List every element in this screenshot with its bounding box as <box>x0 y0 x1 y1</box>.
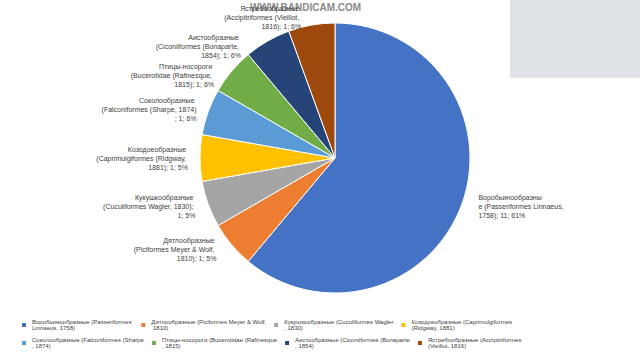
svg-text:(Piciformes Meyer & Wolf,: (Piciformes Meyer & Wolf, <box>134 246 217 254</box>
svg-text:Linnaeus, 1758): Linnaeus, 1758) <box>32 325 75 331</box>
svg-text:Ястребообразные: Ястребообразные <box>240 5 301 13</box>
svg-text:Дятлообразные (Piciformes Meye: Дятлообразные (Piciformes Meyer & Wolf, <box>151 319 266 325</box>
svg-text:1854); 1; 6%: 1854); 1; 6% <box>201 52 241 60</box>
svg-text:; 1; 6%: ; 1; 6% <box>175 115 197 122</box>
svg-text:Аистообразные: Аистообразные <box>188 34 241 42</box>
svg-text:Ястребообразные (Accipitriform: Ястребообразные (Accipitriformes <box>427 337 524 343</box>
svg-text:Воробьинообразны: Воробьинообразны <box>478 194 541 202</box>
svg-text:Птицы-носороги (Bucerotidae (R: Птицы-носороги (Bucerotidae (Rafinesque <box>161 337 278 343</box>
svg-text:(Vieillot, 1816): (Vieillot, 1816) <box>428 343 466 349</box>
svg-text:1; 5%: 1; 5% <box>178 212 196 219</box>
svg-text:(Accipitriformes (Vieillot,: (Accipitriformes (Vieillot, <box>224 14 301 22</box>
svg-text:(Cuculiformes Wagler, 1830);: (Cuculiformes Wagler, 1830); <box>103 203 195 211</box>
svg-text:е (Passeriformes Linnaeus,: е (Passeriformes Linnaeus, <box>478 203 565 211</box>
svg-text:1881); 1; 5%: 1881); 1; 5% <box>148 164 188 172</box>
svg-text:Козодоеобразные (Caprimulgifor: Козодоеобразные (Caprimulgiformes <box>411 319 514 325</box>
svg-text:(Bucerotidae (Rafinesque,: (Bucerotidae (Rafinesque, <box>131 72 214 80</box>
svg-text:(Caprimulgiformes (Ridgway,: (Caprimulgiformes (Ridgway, <box>96 155 188 163</box>
svg-text:Кукушкообразные: Кукушкообразные <box>135 194 195 202</box>
svg-text:1810): 1810) <box>151 325 168 331</box>
svg-text:Птицы-носороги: Птицы-носороги <box>159 63 214 71</box>
svg-text:Соколообразные: Соколообразные <box>139 97 196 105</box>
svg-text:WWW.BANDICAM.COM: WWW.BANDICAM.COM <box>250 1 362 13</box>
svg-text:Соколообразные (Falconiformes: Соколообразные (Falconiformes (Sharpe <box>32 337 144 343</box>
svg-text:1815); 1; 6%: 1815); 1; 6% <box>174 81 214 89</box>
svg-text:, 1874): , 1874) <box>32 343 51 349</box>
svg-text:Воробьинообразные (Passeriform: Воробьинообразные (Passeriformes <box>32 319 134 325</box>
svg-text:1816); 1; 6%: 1816); 1; 6% <box>261 23 301 31</box>
svg-text:, 1854): , 1854) <box>295 343 314 349</box>
svg-text:(Falconiformes (Sharpe, 1874): (Falconiformes (Sharpe, 1874) <box>102 106 197 114</box>
svg-text:1810); 1; 5%: 1810); 1; 5% <box>177 255 217 263</box>
svg-text:Дятлообразные: Дятлообразные <box>163 237 216 245</box>
svg-text:1758); 11; 61%: 1758); 11; 61% <box>478 212 525 220</box>
svg-text:Козодоеобразные: Козодоеобразные <box>128 146 188 154</box>
svg-text:Аистообразные (Ciconiiformes (: Аистообразные (Ciconiiformes (Bonaparte <box>295 337 410 343</box>
svg-text:Кукушкообразные (Cuculiformes: Кукушкообразные (Cuculiformes Wagler <box>284 319 394 325</box>
svg-text:(Ciconiiformes (Bonaparte,: (Ciconiiformes (Bonaparte, <box>156 43 241 51</box>
svg-text:, 1815): , 1815) <box>162 343 181 349</box>
svg-text:(Ridgway, 1881): (Ridgway, 1881) <box>411 325 454 331</box>
svg-text:, 1830): , 1830) <box>284 325 303 331</box>
